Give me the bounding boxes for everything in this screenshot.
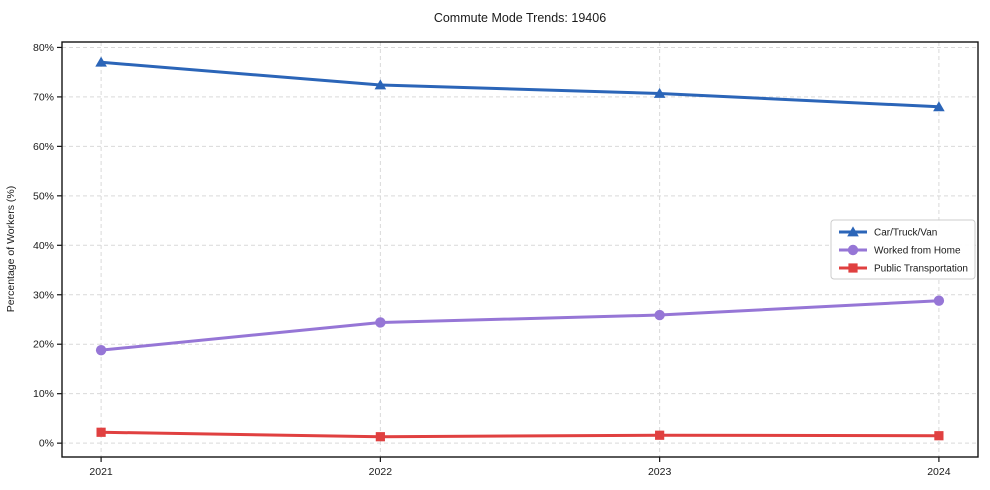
data-point-marker [375,432,385,442]
y-tick-label: 60% [33,141,54,153]
series-layer [95,56,945,442]
y-tick-label: 10% [33,388,54,400]
series-line-public-transportation [99,430,941,439]
series-line-car-truck-van [99,60,941,109]
data-point-marker [655,430,665,440]
chart-title: Commute Mode Trends: 19406 [434,11,606,25]
legend-entry-label: Worked from Home [874,246,961,257]
grid-layer [62,42,978,457]
legend-box [830,219,976,280]
tick-layer: 0% 10% 20% 30% 40% 50% 60% 70% 80% 2021 2022 2023 20… [33,42,951,478]
data-point-marker [653,87,666,98]
plot-area [61,41,979,458]
y-tick-label: 30% [33,289,54,301]
y-tick-label: 20% [33,339,54,351]
data-point-marker [95,56,107,67]
data-point-marker [96,427,106,437]
y-tick-label: 70% [33,91,54,103]
y-tick-label: 0% [39,438,54,450]
data-point-marker [933,101,945,112]
legend-entry-label: Public Transportation [874,264,968,275]
x-tick-label: 2024 [927,466,951,478]
y-tick-label: 40% [33,240,54,252]
series-line-worked-from-home [99,299,941,352]
legend: Car/Truck/Van Worked from Home Public Tran… [830,219,976,280]
data-point-marker [934,431,944,441]
data-point-marker [654,309,665,321]
legend-entry-label: Car/Truck/Van [874,228,937,239]
data-point-marker [847,226,859,237]
x-tick-label: 2023 [648,466,672,478]
data-point-marker [374,79,387,90]
data-point-marker [933,295,945,306]
y-axis-label: Percentage of Workers (%) [5,186,17,312]
data-point-marker [95,344,107,356]
y-tick-label: 80% [33,42,54,54]
x-tick-label: 2022 [369,466,393,478]
x-tick-label: 2021 [89,466,113,478]
data-point-marker [847,244,859,256]
data-point-marker [375,317,386,328]
y-tick-label: 50% [33,190,54,202]
data-point-marker [848,263,858,273]
